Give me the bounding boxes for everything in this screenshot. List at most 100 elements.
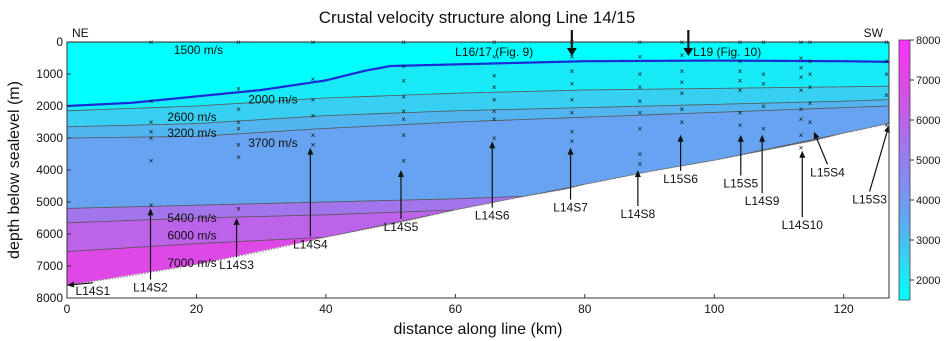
receiver-marker: × bbox=[799, 105, 804, 114]
station-labels: L14S1 L14S2 L14S3 L14S4 L14S5 L14S6 L14S7 L14S8… bbox=[67, 125, 890, 298]
x-tick-label: 40 bbox=[319, 302, 333, 316]
x-tick-label: 60 bbox=[449, 302, 463, 316]
receiver-marker: × bbox=[884, 70, 889, 79]
chart-title: Crustal velocity structure along Line 14… bbox=[319, 8, 636, 27]
velocity-layer-boundaries bbox=[67, 42, 889, 298]
colorbar-tick-label: 8000 bbox=[916, 35, 940, 47]
station-label-l14s10: L14S10 bbox=[782, 218, 824, 232]
receiver-marker: × bbox=[570, 128, 575, 137]
station-label-l14s1: L14S1 bbox=[76, 284, 111, 298]
receiver-marker: × bbox=[311, 96, 316, 105]
x-tick-label: 20 bbox=[190, 302, 204, 316]
y-tick-label: 7000 bbox=[36, 259, 63, 273]
receiver-marker: × bbox=[492, 115, 497, 124]
layer-boundary bbox=[67, 99, 889, 128]
receiver-marker: × bbox=[570, 67, 575, 76]
velocity-layer-1 bbox=[67, 60, 889, 111]
receiver-marker: × bbox=[401, 156, 406, 165]
receiver-marker: × bbox=[761, 124, 766, 133]
station-label-l14s2: L14S2 bbox=[133, 281, 168, 295]
colorbar-tick-label: 7000 bbox=[916, 75, 940, 87]
station-arrowhead bbox=[884, 125, 890, 133]
receiver-marker: × bbox=[637, 97, 642, 106]
receiver-marker: × bbox=[884, 91, 889, 100]
station-arrow bbox=[70, 282, 93, 286]
receiver-marker: × bbox=[680, 89, 685, 98]
velocity-label: 3700 m/s bbox=[248, 136, 297, 150]
receiver-marker: × bbox=[492, 72, 497, 81]
receiver-marker: × bbox=[680, 105, 685, 114]
receiver-marker: × bbox=[799, 73, 804, 82]
receiver-marker: × bbox=[311, 140, 316, 149]
receiver-marker: × bbox=[492, 134, 497, 143]
station-label-l15s4: L15S4 bbox=[810, 165, 845, 179]
x-tick-label: 120 bbox=[834, 302, 854, 316]
y-tick-label: 2000 bbox=[36, 99, 63, 113]
x-tick-label: 100 bbox=[704, 302, 724, 316]
receiver-marker: × bbox=[808, 99, 813, 108]
velocity-label: 5400 m/s bbox=[167, 211, 216, 225]
colorbar-tick-label: 6000 bbox=[916, 115, 940, 127]
station-label-l14s6: L14S6 bbox=[475, 209, 510, 223]
velocity-layer-4 bbox=[67, 106, 889, 209]
x-tick-label: 80 bbox=[578, 302, 592, 316]
station-label-l14s3: L14S3 bbox=[219, 258, 254, 272]
receiver-marker: × bbox=[570, 52, 575, 61]
receiver-marker: × bbox=[401, 92, 406, 101]
receiver-marker: × bbox=[236, 118, 241, 127]
receiver-marker: × bbox=[637, 150, 642, 159]
y-tick-label: 1000 bbox=[36, 67, 63, 81]
receiver-marker: × bbox=[637, 108, 642, 117]
receiver-marker: × bbox=[680, 78, 685, 87]
station-label-l14s4: L14S4 bbox=[293, 237, 328, 251]
velocity-layer-6 bbox=[67, 123, 889, 252]
velocity-label: 7000 m/s bbox=[167, 256, 216, 270]
seafloor-line bbox=[67, 59, 889, 108]
receiver-marker: × bbox=[637, 83, 642, 92]
receiver-marker: × bbox=[680, 118, 685, 127]
receiver-marker: × bbox=[799, 131, 804, 140]
colorbar bbox=[898, 39, 911, 301]
receiver-marker: × bbox=[761, 102, 766, 111]
station-arrowhead bbox=[67, 281, 75, 288]
colorbar-tick-label: 4000 bbox=[916, 195, 940, 207]
crossing-label: L19 (Fig. 10) bbox=[693, 45, 761, 59]
basement-line bbox=[67, 123, 889, 286]
y-tick-label: 8000 bbox=[36, 291, 63, 305]
receiver-marker: × bbox=[149, 97, 154, 106]
receiver-marker: × bbox=[236, 140, 241, 149]
receiver-marker: × bbox=[799, 115, 804, 124]
receiver-marker: × bbox=[236, 124, 241, 133]
station-label-l14s8: L14S8 bbox=[621, 207, 656, 221]
crossing-arrowhead bbox=[683, 48, 694, 56]
receiver-marker: × bbox=[401, 62, 406, 71]
station-label-l14s5: L14S5 bbox=[384, 220, 419, 234]
receiver-marker: × bbox=[311, 112, 316, 121]
station-arrowhead bbox=[737, 134, 744, 142]
y-tick-label: 0 bbox=[56, 35, 63, 49]
station-arrow bbox=[869, 128, 889, 192]
station-arrowhead bbox=[147, 208, 154, 216]
receiver-marker: × bbox=[401, 131, 406, 140]
colorbar-tick-label: 2000 bbox=[916, 275, 940, 287]
receiver-marker: × bbox=[149, 201, 154, 210]
receiver-marker: × bbox=[637, 70, 642, 79]
direction-ne: NE bbox=[72, 26, 89, 40]
velocity-label: 6000 m/s bbox=[167, 229, 216, 243]
receiver-marker: × bbox=[808, 57, 813, 66]
station-label-l15s5: L15S5 bbox=[723, 177, 758, 191]
colorbar-ticks: 2000 3000 4000 5000 6000 7000 8000 bbox=[910, 35, 940, 287]
layer-boundary bbox=[67, 85, 889, 112]
station-arrowhead bbox=[799, 150, 806, 158]
y-tick-label: 4000 bbox=[36, 163, 63, 177]
x-axis-label: distance along line (km) bbox=[394, 321, 563, 338]
receiver-marker: × bbox=[311, 131, 316, 140]
receiver-marker: × bbox=[738, 67, 743, 76]
receiver-marker: × bbox=[236, 105, 241, 114]
receiver-marker: × bbox=[761, 70, 766, 79]
receiver-marker: × bbox=[808, 83, 813, 92]
velocity-labels: 1500 m/s 2000 m/s 2600 m/s 3200 m/s 3700 m/s… bbox=[167, 43, 297, 270]
station-label-l14s7: L14S7 bbox=[553, 201, 588, 215]
station-arrowhead bbox=[397, 170, 404, 177]
